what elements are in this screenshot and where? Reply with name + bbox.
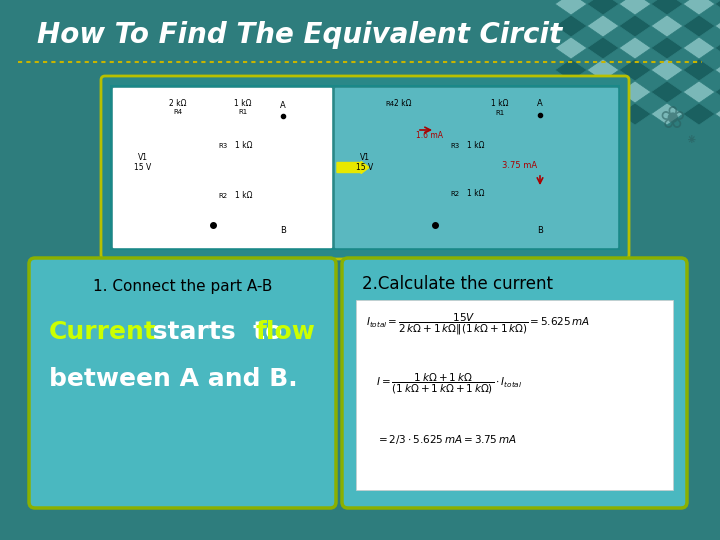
Bar (113, 88, 331, 247)
Text: flow: flow (255, 320, 315, 344)
Polygon shape (715, 15, 720, 37)
Polygon shape (555, 0, 587, 15)
Text: 15 V: 15 V (135, 163, 152, 172)
Text: How To Find The Equivalent Circit: How To Find The Equivalent Circit (37, 21, 562, 49)
Text: 1 kΩ: 1 kΩ (467, 189, 485, 198)
Polygon shape (587, 37, 619, 59)
Text: 3.75 mA: 3.75 mA (503, 161, 538, 170)
Text: 2 kΩ: 2 kΩ (169, 99, 186, 108)
Text: $= 2/3 \cdot 5.625\,mA = 3.75\,mA$: $= 2/3 \cdot 5.625\,mA = 3.75\,mA$ (376, 433, 517, 446)
Text: 1 kΩ: 1 kΩ (234, 99, 252, 108)
Text: R2: R2 (451, 191, 459, 197)
Text: A: A (280, 101, 286, 110)
Polygon shape (683, 15, 715, 37)
Polygon shape (619, 15, 651, 37)
Text: 1 kΩ: 1 kΩ (235, 141, 253, 150)
Polygon shape (651, 103, 683, 125)
Bar (335, 88, 617, 247)
Polygon shape (715, 59, 720, 81)
Text: $I_{total} = \dfrac{15V}{2\,k\Omega + 1\,k\Omega\|(1\,k\Omega + 1\,k\Omega)} = 5: $I_{total} = \dfrac{15V}{2\,k\Omega + 1\… (366, 312, 590, 336)
Text: V1: V1 (360, 153, 370, 162)
Polygon shape (619, 0, 651, 15)
Text: 2 kΩ: 2 kΩ (395, 99, 412, 108)
Text: starts  to: starts to (144, 320, 291, 344)
Text: between A and B.: between A and B. (49, 367, 297, 391)
Polygon shape (555, 103, 587, 125)
Polygon shape (587, 59, 619, 81)
Text: 1.6 mA: 1.6 mA (416, 131, 444, 140)
Polygon shape (715, 103, 720, 125)
Text: R2: R2 (218, 193, 228, 199)
FancyBboxPatch shape (101, 76, 629, 259)
Text: Current: Current (49, 320, 157, 344)
Text: ⁕: ⁕ (686, 133, 698, 147)
Text: R1: R1 (238, 109, 248, 115)
Text: R1: R1 (495, 110, 505, 116)
Text: 1 kΩ: 1 kΩ (491, 99, 509, 108)
Polygon shape (715, 37, 720, 59)
Text: 1 kΩ: 1 kΩ (235, 191, 253, 200)
Text: R4: R4 (385, 101, 395, 107)
Polygon shape (619, 37, 651, 59)
Polygon shape (555, 37, 587, 59)
Polygon shape (651, 0, 683, 15)
FancyBboxPatch shape (29, 258, 336, 508)
Polygon shape (587, 15, 619, 37)
Text: 2.Calculate the current: 2.Calculate the current (362, 275, 553, 293)
Text: R4: R4 (174, 109, 183, 115)
Polygon shape (619, 59, 651, 81)
Polygon shape (683, 37, 715, 59)
Text: B: B (537, 226, 543, 235)
Polygon shape (555, 81, 587, 103)
Polygon shape (587, 103, 619, 125)
Polygon shape (651, 37, 683, 59)
Polygon shape (651, 15, 683, 37)
Text: R3: R3 (218, 143, 228, 149)
Polygon shape (683, 81, 715, 103)
FancyBboxPatch shape (356, 300, 673, 490)
Polygon shape (715, 81, 720, 103)
Polygon shape (683, 103, 715, 125)
Text: A: A (537, 99, 543, 108)
FancyArrow shape (337, 161, 369, 173)
Polygon shape (715, 0, 720, 15)
Text: V1: V1 (138, 153, 148, 162)
Polygon shape (683, 59, 715, 81)
Polygon shape (683, 0, 715, 15)
Text: 1. Connect the part A-B: 1. Connect the part A-B (93, 279, 272, 294)
Polygon shape (555, 59, 587, 81)
Text: $I = \dfrac{1\,k\Omega + 1\,k\Omega}{(1\,k\Omega + 1\,k\Omega + 1\,k\Omega)} \cd: $I = \dfrac{1\,k\Omega + 1\,k\Omega}{(1\… (376, 372, 522, 396)
Polygon shape (619, 103, 651, 125)
Text: R3: R3 (451, 143, 459, 149)
Text: 1 kΩ: 1 kΩ (467, 141, 485, 150)
Text: B: B (280, 226, 286, 235)
FancyBboxPatch shape (342, 258, 687, 508)
Polygon shape (619, 81, 651, 103)
Text: 15 V: 15 V (356, 163, 374, 172)
Polygon shape (651, 59, 683, 81)
Polygon shape (587, 0, 619, 15)
Text: ❀: ❀ (660, 105, 685, 134)
Polygon shape (587, 81, 619, 103)
Polygon shape (555, 15, 587, 37)
Polygon shape (651, 81, 683, 103)
